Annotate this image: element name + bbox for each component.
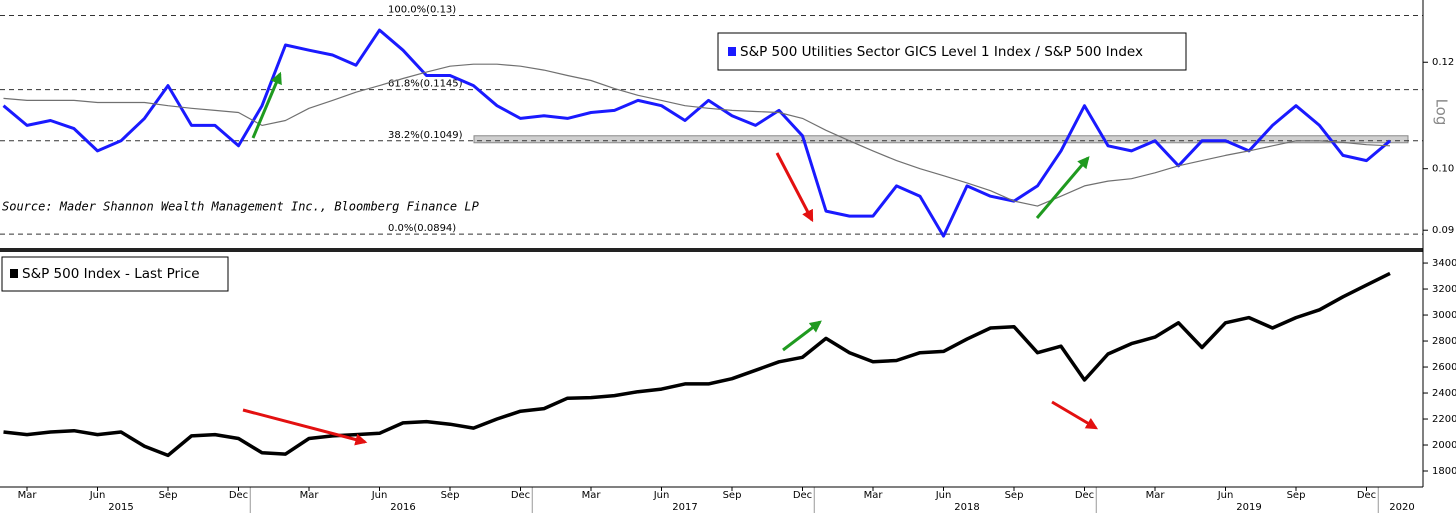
level-label: 100.0%(0.13): [388, 5, 456, 16]
legend-swatch: [728, 47, 736, 56]
source: Source: Mader Shannon Wealth Management …: [2, 200, 480, 214]
x-tick-label: Mar: [300, 490, 320, 501]
x-tick-label: Mar: [864, 490, 884, 501]
x-tick-label: Mar: [1146, 490, 1166, 501]
x-tick-label: Mar: [582, 490, 602, 501]
arrow: [242, 408, 368, 446]
arrows: [242, 71, 1099, 446]
y-tick-label: 3000: [1432, 310, 1456, 321]
x-tick-label: Jun: [653, 490, 670, 501]
x-tick-label: Jun: [935, 490, 952, 501]
x-tick-label: Dec: [793, 490, 812, 501]
y-tick-label: 0.09: [1432, 225, 1454, 236]
x-tick-label: Sep: [159, 490, 178, 501]
legend-box: [717, 32, 1187, 71]
x-tick-label: Dec: [229, 490, 248, 501]
year-label: 2020: [1389, 502, 1414, 513]
series-line: [3, 63, 1391, 207]
level-band: [473, 135, 1409, 144]
y-tick-label: 2800: [1432, 336, 1456, 347]
arrow: [1035, 156, 1090, 219]
arrow: [1051, 400, 1099, 430]
series-line: [2, 28, 1391, 238]
legend-label: S&P 500 Utilities Sector GICS Level 1 In…: [740, 44, 1143, 60]
arrow: [782, 320, 822, 352]
y-tick-label: 0.12: [1432, 57, 1454, 68]
x-tick-label: Sep: [1005, 490, 1024, 501]
legend-box: [1, 256, 229, 292]
x-tick-label: Jun: [89, 490, 106, 501]
level-label: 0.0%(0.0894): [388, 223, 456, 234]
y-tick-label: 2400: [1432, 388, 1456, 399]
y-tick-label: 0.10: [1432, 164, 1454, 175]
series-line: [3, 271, 1391, 458]
y-tick-label: 3400: [1432, 258, 1456, 269]
level-label: 61.8%(0.1145): [388, 79, 463, 90]
level-label: 38.2%(0.1049): [388, 130, 463, 141]
year-label: 2015: [108, 502, 133, 513]
x-tick-label: Dec: [1357, 490, 1376, 501]
x-tick-label: Sep: [723, 490, 742, 501]
year-label: 2018: [954, 502, 979, 513]
legend-swatch: [10, 269, 18, 278]
year-label: 2017: [672, 502, 697, 513]
x-tick-label: Dec: [1075, 490, 1094, 501]
legend-label: S&P 500 Index - Last Price: [22, 266, 200, 282]
y-tick-label: 2200: [1432, 414, 1456, 425]
x-tick-label: Mar: [18, 490, 38, 501]
arrow: [775, 152, 814, 223]
y-tick-label: 2600: [1432, 362, 1456, 373]
x-tick-label: Jun: [1217, 490, 1234, 501]
panel-separator: [0, 248, 1423, 252]
x-tick-label: Sep: [441, 490, 460, 501]
y-tick-label: 1800: [1432, 466, 1456, 477]
year-label: 2016: [390, 502, 415, 513]
y-tick-label: 3200: [1432, 284, 1456, 295]
x-tick-label: Dec: [511, 490, 530, 501]
arrow: [251, 71, 282, 139]
x-tick-label: Sep: [1287, 490, 1306, 501]
x-tick-label: Jun: [371, 490, 388, 501]
y-tick-label: 2000: [1432, 440, 1456, 451]
year-label: 2019: [1236, 502, 1261, 513]
axis-label: Log: [1433, 99, 1451, 126]
